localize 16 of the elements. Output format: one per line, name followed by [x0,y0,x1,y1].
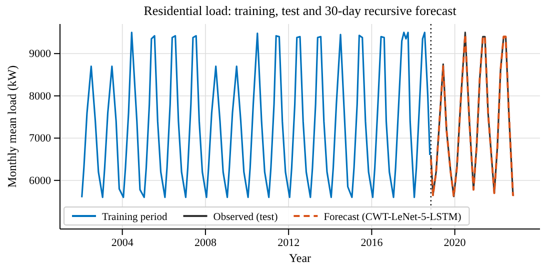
x-tick-label: 2016 [360,236,384,249]
legend-label: Forecast (CWT-LeNet-5-LSTM) [324,212,462,223]
y-tick-label: 9000 [29,48,52,60]
y-axis-title: Monthly mean load (kW) [5,65,19,188]
chart-title: Residential load: training, test and 30-day recursive forecast [144,3,457,18]
x-tick-label: 2020 [444,236,466,249]
y-tick-label: 7000 [29,132,52,145]
x-axis-title: Year [288,251,312,265]
legend-label: Training period [102,212,168,223]
x-tick-label: 2008 [194,236,217,249]
x-tick-label: 2004 [111,236,134,249]
y-tick-label: 6000 [29,174,52,187]
y-tick-label: 8000 [29,90,52,102]
x-tick-label: 2012 [278,236,300,249]
legend-label: Observed (test) [213,212,278,223]
line-series [81,32,431,198]
